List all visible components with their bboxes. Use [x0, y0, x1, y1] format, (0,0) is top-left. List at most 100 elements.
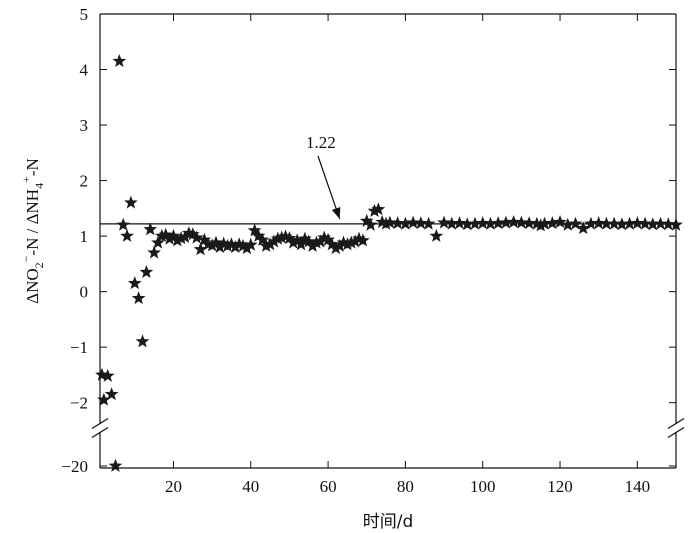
x-tick-label: 100: [470, 477, 496, 496]
data-point: [139, 265, 154, 279]
data-point: [305, 238, 320, 252]
data-point: [143, 222, 158, 236]
y-tick-label: 3: [80, 116, 89, 135]
data-point: [645, 217, 660, 231]
data-point: [166, 228, 181, 242]
data-point: [243, 237, 258, 251]
y-title-sup-b: +: [19, 176, 33, 183]
axis-break-mark: [91, 417, 109, 430]
data-point: [468, 216, 482, 230]
data-point: [348, 234, 362, 248]
data-point: [116, 217, 131, 231]
data-point: [313, 234, 328, 248]
data-point: [533, 218, 548, 232]
data-point: [499, 215, 513, 229]
y-tick-label: −1: [70, 338, 88, 357]
y-title-sub-a: 2: [32, 262, 46, 268]
data-point: [529, 216, 544, 230]
data-point: [205, 238, 219, 252]
data-point: [131, 291, 146, 305]
data-point: [367, 203, 382, 217]
data-point: [414, 216, 428, 230]
data-point: [155, 228, 169, 242]
data-point: [97, 392, 111, 406]
data-point: [151, 235, 165, 249]
data-point: [236, 238, 250, 252]
y-tick-label: 2: [80, 172, 89, 191]
data-point: [514, 215, 529, 229]
y-tick-label: 1: [80, 227, 89, 246]
data-point: [189, 230, 204, 244]
data-point: [356, 233, 370, 247]
data-point: [537, 216, 552, 230]
data-point: [568, 216, 583, 230]
data-point: [301, 234, 316, 248]
x-tick-label: 60: [320, 477, 337, 496]
data-point: [483, 216, 498, 230]
y-tick-label: −20: [61, 457, 88, 476]
data-point: [379, 216, 393, 230]
data-point: [216, 236, 231, 250]
data-point: [124, 195, 138, 209]
data-point: [363, 217, 378, 231]
data-point: [522, 216, 536, 230]
data-point: [267, 234, 281, 248]
annotation-arrow-shaft: [317, 155, 341, 220]
data-point: [251, 228, 266, 242]
y-tick-label: 4: [80, 61, 89, 80]
data-points: [95, 54, 683, 472]
data-point: [390, 216, 405, 230]
axes: 20 40 60 80 100 120 140 5 4 3 2 1 0 −1 −2 −20: [61, 5, 685, 496]
data-point: [255, 232, 270, 246]
data-point: [286, 235, 301, 249]
data-point: [421, 216, 436, 230]
data-point: [170, 233, 185, 247]
data-point: [607, 216, 621, 230]
data-point: [398, 216, 413, 230]
axis-break-mark: [667, 417, 685, 430]
y-tick-label: 0: [80, 283, 89, 302]
data-point: [599, 216, 614, 230]
x-axis-title: 时间/d: [363, 512, 414, 532]
data-point: [174, 231, 189, 245]
y-title-sup-a: −: [19, 255, 33, 262]
data-point: [282, 231, 297, 245]
data-point: [622, 216, 637, 230]
y-title-part-a: ΔNO: [23, 268, 42, 304]
data-point: [298, 231, 312, 245]
data-point: [383, 215, 397, 229]
data-point: [325, 237, 339, 251]
data-point: [209, 235, 223, 249]
data-point: [135, 334, 150, 348]
data-point: [197, 232, 212, 246]
data-point: [437, 215, 451, 229]
data-point: [444, 216, 459, 230]
axis-break-mark: [91, 426, 109, 439]
data-point: [661, 217, 676, 231]
x-tick-label: 20: [165, 477, 182, 496]
data-point: [147, 245, 161, 259]
x-tick-label: 120: [547, 477, 573, 496]
data-point: [224, 237, 239, 251]
annotation-arrow-head: [331, 207, 341, 219]
data-point: [220, 238, 235, 252]
data-point: [112, 54, 127, 68]
data-point: [475, 216, 490, 230]
data-point: [290, 233, 304, 247]
x-tick-label: 40: [242, 477, 259, 496]
y-tick-label: −2: [70, 394, 88, 413]
y-title-part-c: -N: [23, 158, 42, 176]
data-point: [270, 231, 285, 245]
data-point: [344, 235, 359, 249]
data-point: [228, 240, 243, 254]
axis-break-mark: [667, 426, 685, 439]
data-point: [100, 368, 115, 382]
data-point: [212, 240, 227, 254]
data-point: [545, 216, 560, 230]
data-point: [584, 216, 598, 230]
data-point: [452, 216, 467, 230]
data-point: [576, 221, 591, 235]
data-point: [506, 215, 521, 229]
data-point: [328, 241, 343, 255]
